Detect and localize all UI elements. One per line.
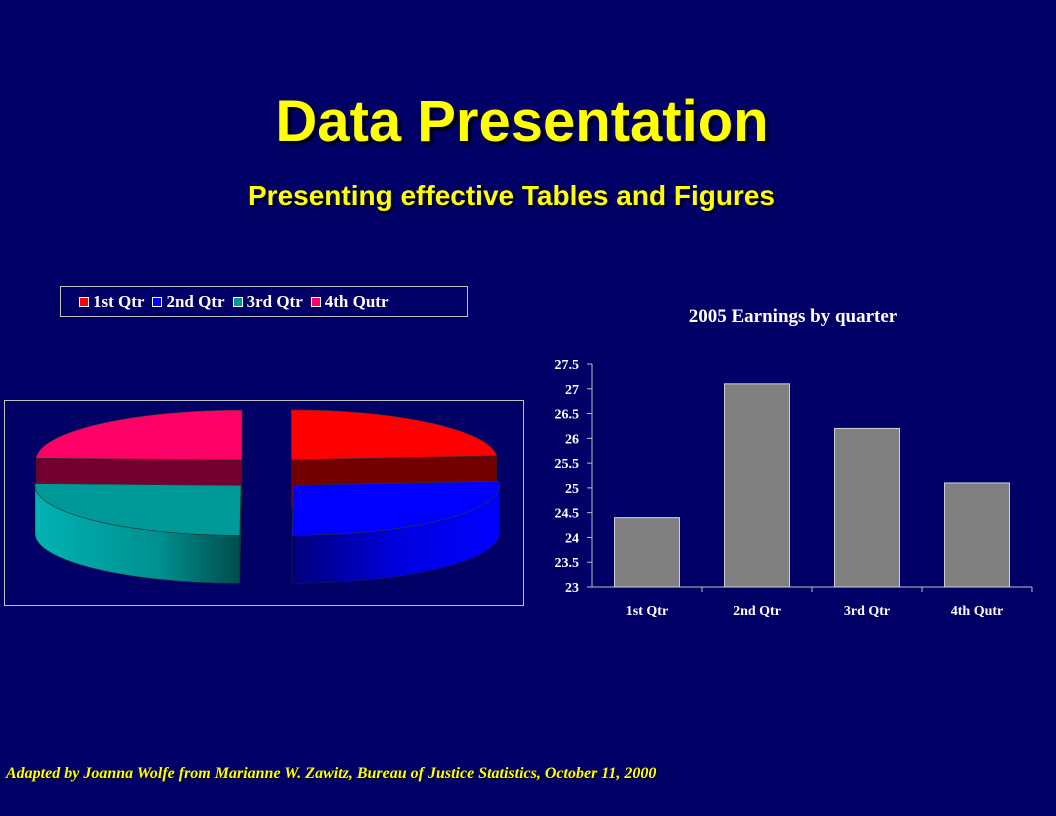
legend-swatch-q3 xyxy=(232,296,243,307)
bar-chart: 2005 Earnings by quarter 2323.52424.5252… xyxy=(555,306,1033,619)
legend-label-q1: 1st Qtr xyxy=(93,291,145,311)
bar-ticks: 23 23.5 24 24.5 25 25.5 26 26.5 27 27.5 xyxy=(555,358,592,596)
pie-slice-top xyxy=(34,483,242,536)
bar-categories: 1st Qtr 2nd Qtr 3rd Qtr 4th Qutr xyxy=(626,604,1003,619)
bar-1 xyxy=(614,517,680,588)
y-tick-label: 26 xyxy=(565,432,579,447)
pie-slice-top xyxy=(291,480,500,536)
bar-chart-title: 2005 Earnings by quarter xyxy=(689,306,898,327)
y-tick-label: 26.5 xyxy=(555,408,580,423)
legend-swatch-q2 xyxy=(152,296,163,307)
x-category-label: 4th Qutr xyxy=(951,604,1004,619)
bar-2 xyxy=(724,383,790,588)
pie-chart xyxy=(34,409,500,584)
x-category-label: 3rd Qtr xyxy=(844,604,890,619)
pie-legend: 1st Qtr 2nd Qtr 3rd Qtr 4th Qutr xyxy=(60,286,468,317)
bar-marks xyxy=(614,383,1033,592)
x-category-label: 1st Qtr xyxy=(626,604,668,619)
slide-footer: Adapted by Joanna Wolfe from Marianne W.… xyxy=(6,765,657,782)
legend-item-q2: 2nd Qtr xyxy=(152,291,225,312)
bar-4 xyxy=(944,482,1010,588)
legend-label-q4: 4th Qutr xyxy=(324,291,389,311)
y-tick-label: 27.5 xyxy=(555,358,580,373)
legend-item-q4: 4th Qutr xyxy=(310,291,389,312)
slide-title: Data Presentation xyxy=(275,89,769,154)
legend-item-q1: 1st Qtr xyxy=(79,292,144,312)
y-tick-label: 23.5 xyxy=(555,556,580,571)
legend-item-q3: 3rd Qtr xyxy=(232,291,303,312)
legend-swatch-q4 xyxy=(310,296,321,307)
y-tick-label: 25 xyxy=(565,482,579,497)
pie-slice-3 xyxy=(34,483,242,584)
legend-label-q3: 3rd Qtr xyxy=(246,291,303,311)
y-tick-label: 27 xyxy=(565,383,579,398)
legend-label-q2: 2nd Qtr xyxy=(166,291,225,311)
pie-chart-frame xyxy=(4,400,524,606)
legend-swatch-q1 xyxy=(79,296,89,307)
pie-slice-2 xyxy=(291,480,500,584)
pie-slice-top xyxy=(35,409,243,461)
x-category-label: 2nd Qtr xyxy=(733,604,781,619)
y-tick-label: 24 xyxy=(565,531,579,546)
slide-subtitle: Presenting effective Tables and Figures xyxy=(248,180,775,211)
pie-slice-top xyxy=(291,409,498,461)
bar-3 xyxy=(834,427,900,588)
y-tick-label: 25.5 xyxy=(555,457,580,472)
y-tick-label: 24.5 xyxy=(555,507,580,522)
y-tick-label: 23 xyxy=(565,581,579,596)
